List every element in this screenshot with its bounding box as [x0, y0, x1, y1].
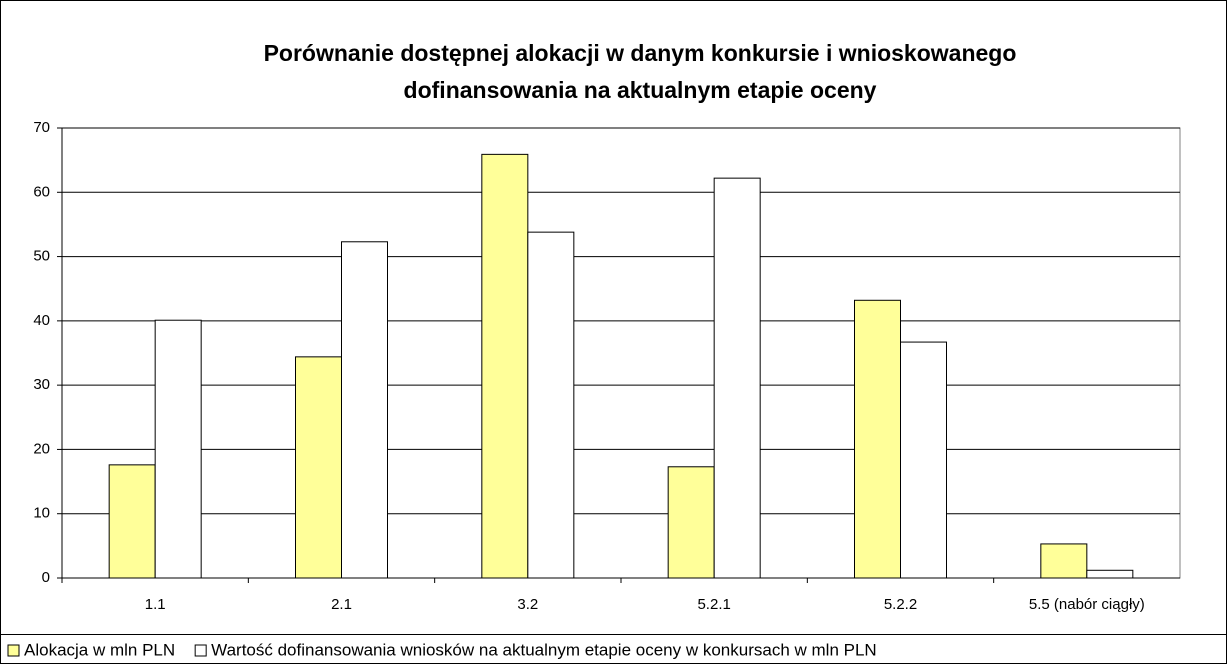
y-tick-label: 20: [33, 440, 50, 457]
bar: [854, 299, 901, 579]
bar: [667, 466, 715, 579]
y-tick-label: 40: [33, 312, 50, 329]
bar: [108, 464, 156, 579]
y-tick-label: 0: [42, 569, 50, 586]
x-tick-label: 2.1: [331, 596, 352, 613]
chart-title: Porównanie dostępnej alokacji w danym ko…: [264, 40, 1017, 66]
bar: [154, 319, 202, 579]
x-tick-label: 5.2.2: [884, 596, 917, 613]
y-tick-label: 10: [33, 505, 50, 522]
bar: [1086, 569, 1134, 579]
bar: [527, 231, 575, 579]
y-tick-label: 60: [33, 183, 50, 200]
plot-area: [61, 127, 1181, 579]
legend-label: Wartość dofinansowania wniosków na aktua…: [211, 640, 877, 659]
y-tick-label: 50: [33, 248, 50, 265]
bar: [713, 177, 761, 579]
y-tick-label: 30: [33, 376, 50, 393]
bar: [900, 341, 947, 579]
legend-swatch: [7, 644, 20, 657]
bar: [295, 356, 342, 579]
bar: [1040, 543, 1088, 579]
bar: [341, 241, 388, 579]
legend-swatch: [194, 644, 207, 657]
legend-label: Alokacja w mln PLN: [24, 640, 175, 659]
x-tick-label: 5.2.1: [697, 596, 730, 613]
x-tick-label: 1.1: [145, 596, 166, 613]
bar: [481, 153, 529, 579]
x-tick-label: 3.2: [517, 596, 538, 613]
x-tick-label: 5.5 (nabór ciągły): [1029, 596, 1145, 613]
y-tick-label: 70: [33, 119, 50, 136]
chart-title: dofinansowania na aktualnym etapie oceny: [404, 77, 877, 103]
